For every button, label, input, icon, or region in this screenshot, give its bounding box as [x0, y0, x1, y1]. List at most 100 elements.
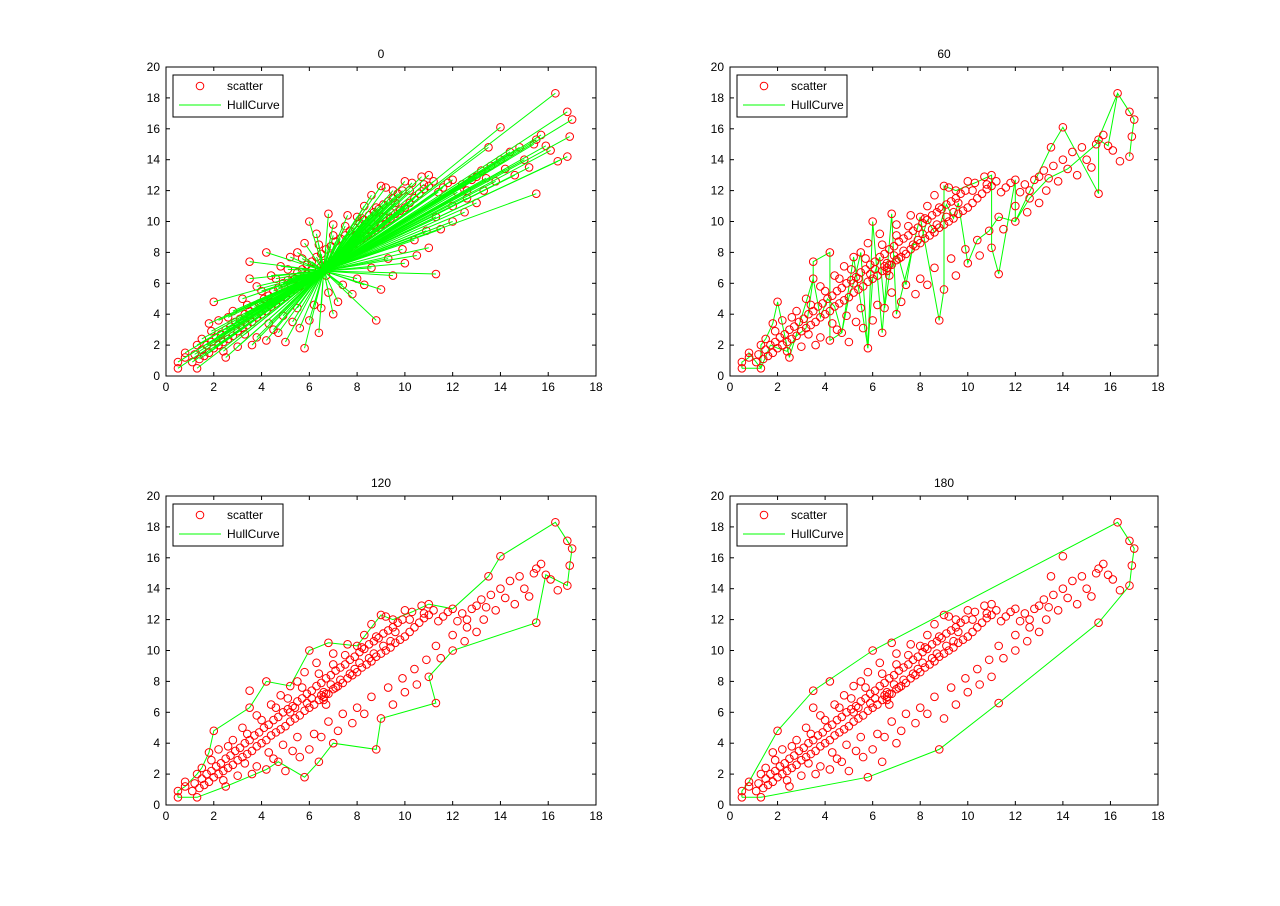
scatter-point	[889, 251, 899, 260]
hull-curve-segment	[323, 239, 415, 272]
scatter-point	[865, 269, 875, 279]
x-tick-label: 6	[306, 380, 313, 394]
scatter-point	[204, 319, 214, 328]
legend-marker-scatter	[195, 81, 205, 91]
scatter-point	[835, 274, 844, 283]
scatter-point	[982, 609, 992, 618]
scatter-point	[932, 636, 942, 646]
scatter-point	[367, 692, 376, 702]
legend: scatter HullCurve	[172, 74, 284, 118]
scatter-point	[782, 346, 792, 356]
scatter-point	[288, 746, 297, 756]
subplot-title: 120	[371, 476, 391, 490]
hull-curve-segment	[320, 266, 325, 272]
scatter-point	[956, 618, 965, 627]
scatter-point	[429, 606, 438, 615]
scatter-point	[235, 743, 245, 753]
scatter-point	[861, 254, 870, 263]
scatter-point	[259, 723, 269, 733]
scatter-point	[491, 606, 500, 615]
scatter-point	[972, 194, 982, 203]
scatter-point	[1039, 166, 1049, 175]
scatter-point	[868, 316, 877, 325]
scatter-point	[238, 723, 247, 733]
scatter-point	[787, 741, 797, 751]
hull-curve-segment	[323, 134, 542, 272]
scatter-point	[457, 609, 467, 618]
scatter-point	[367, 657, 376, 666]
scatter-point	[1034, 172, 1044, 181]
scatter-point	[737, 792, 747, 802]
scatter-point	[963, 687, 973, 697]
scatter-point	[892, 231, 901, 240]
scatter-point	[849, 681, 858, 691]
scatter-point	[934, 203, 944, 212]
scatter-point	[865, 260, 875, 270]
scatter-point	[892, 255, 901, 265]
scatter-point	[355, 647, 364, 657]
scatter-point	[295, 323, 305, 333]
hull-curve-segment	[196, 270, 324, 369]
scatter-point	[1011, 217, 1020, 226]
scatter-point	[901, 709, 911, 719]
hull-curve-segment	[323, 202, 477, 272]
scatter-point	[856, 303, 866, 313]
scatter-point	[379, 641, 388, 651]
scatter-point	[761, 345, 770, 355]
scatter-point	[383, 254, 393, 263]
scatter-point	[187, 357, 197, 367]
y-tick-label: 12	[711, 184, 725, 198]
x-tick-label: 12	[1009, 380, 1023, 394]
scatter-point	[987, 243, 996, 253]
scatter-point	[436, 224, 446, 234]
scatter-point	[187, 786, 197, 796]
scatter-point	[801, 752, 811, 762]
scatter-point	[770, 326, 780, 336]
scatter-point	[811, 746, 820, 756]
scatter-point	[832, 325, 842, 334]
scatter-point	[877, 757, 887, 767]
scatter-point	[896, 297, 906, 307]
scatter-point	[391, 627, 400, 637]
y-tick-label: 8	[153, 245, 160, 259]
scatter-point	[371, 316, 381, 325]
legend-label-hull: HullCurve	[227, 98, 280, 112]
scatter-point	[797, 755, 806, 765]
hull-curve-segment	[301, 258, 324, 272]
scatter-point	[851, 701, 861, 711]
scatter-point	[211, 762, 221, 771]
scatter-point	[424, 672, 434, 682]
x-tick-label: 12	[1009, 809, 1023, 823]
hull-layer	[177, 521, 573, 798]
scatter-point	[1082, 155, 1091, 164]
scatter-point	[778, 769, 787, 779]
scatter-point	[811, 317, 820, 327]
scatter-point	[1099, 559, 1108, 569]
scatter-point	[319, 695, 328, 705]
scatter-point	[868, 274, 877, 283]
scatter-point	[913, 664, 923, 674]
scatter-point	[316, 678, 326, 688]
scatter-point	[854, 703, 863, 712]
scatter-point	[880, 262, 889, 271]
x-tick-label: 16	[542, 380, 556, 394]
scatter-point	[756, 363, 766, 373]
scatter-point	[400, 632, 410, 641]
scatter-point	[858, 323, 868, 333]
x-tick-label: 6	[869, 809, 876, 823]
scatter-point	[173, 357, 183, 367]
scatter-point	[1015, 616, 1025, 626]
hull-curve-segment	[323, 111, 568, 272]
scatter-point	[1125, 107, 1134, 117]
x-tick-label: 10	[961, 380, 975, 394]
hull-curve-segment	[296, 270, 325, 309]
subplot-title: 0	[378, 47, 385, 61]
scatter-point	[939, 610, 949, 620]
scatter-point	[839, 724, 849, 734]
scatter-point	[247, 746, 257, 756]
scatter-point	[889, 670, 899, 680]
scatter-point	[422, 655, 431, 665]
x-tick-label: 12	[446, 809, 460, 823]
scatter-point	[536, 559, 546, 569]
scatter-point	[448, 175, 457, 185]
